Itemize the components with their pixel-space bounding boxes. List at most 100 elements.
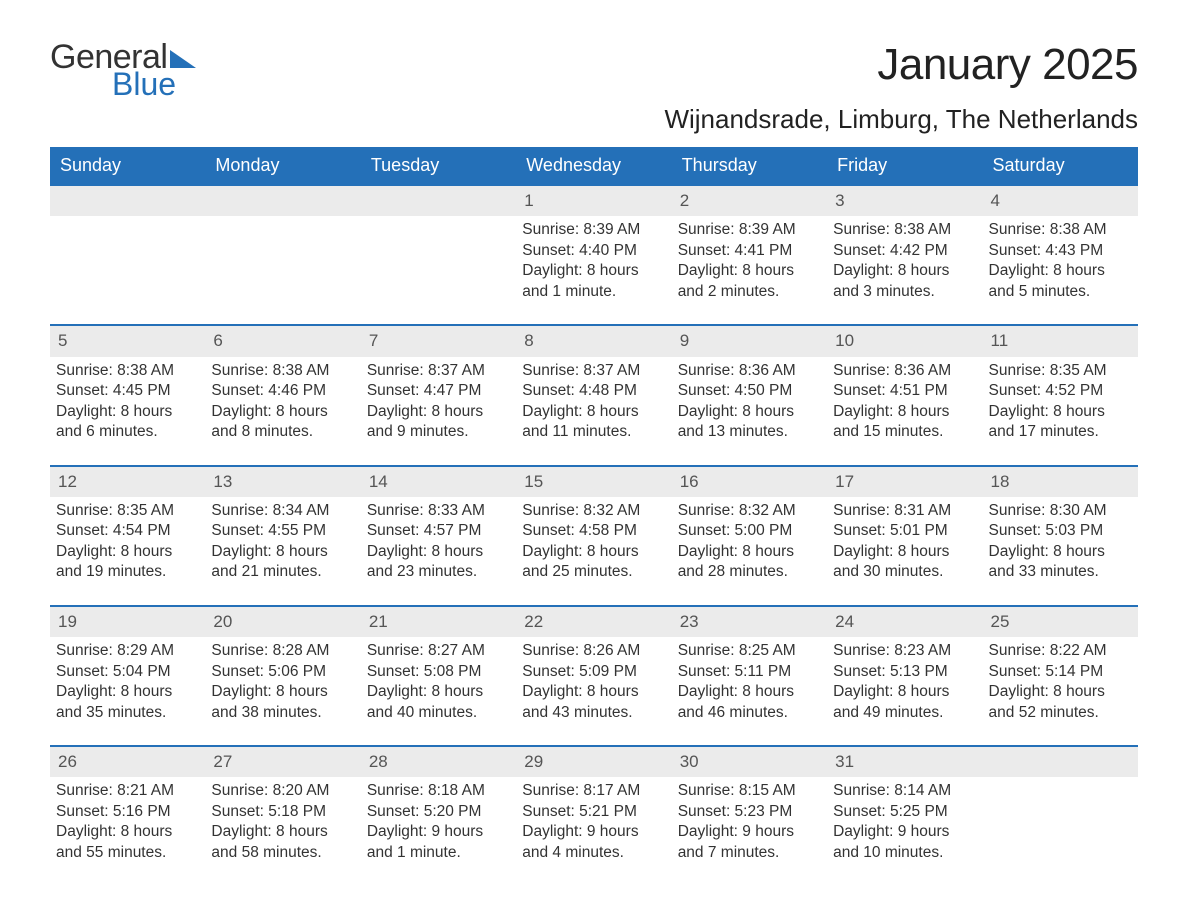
info-line: Daylight: 8 hours	[678, 542, 821, 562]
info-line: Sunrise: 8:29 AM	[56, 641, 199, 661]
info-line: and 1 minute.	[367, 843, 510, 863]
info-line: and 23 minutes.	[367, 562, 510, 582]
info-line: Sunset: 5:25 PM	[833, 802, 976, 822]
info-line: Daylight: 8 hours	[989, 682, 1132, 702]
day-number-cell: 21	[361, 606, 516, 637]
day-info-cell: Sunrise: 8:17 AMSunset: 5:21 PMDaylight:…	[516, 777, 671, 885]
day-info-cell: Sunrise: 8:31 AMSunset: 5:01 PMDaylight:…	[827, 497, 982, 606]
info-line: Sunrise: 8:38 AM	[989, 220, 1132, 240]
info-line: Sunset: 5:03 PM	[989, 521, 1132, 541]
info-line: and 13 minutes.	[678, 422, 821, 442]
day-info-cell: Sunrise: 8:38 AMSunset: 4:42 PMDaylight:…	[827, 216, 982, 325]
day-info-cell: Sunrise: 8:26 AMSunset: 5:09 PMDaylight:…	[516, 637, 671, 746]
info-line: Daylight: 8 hours	[989, 402, 1132, 422]
info-line: Sunset: 4:45 PM	[56, 381, 199, 401]
day-info-cell: Sunrise: 8:14 AMSunset: 5:25 PMDaylight:…	[827, 777, 982, 885]
day-header: Tuesday	[361, 147, 516, 185]
info-line: Sunrise: 8:39 AM	[522, 220, 665, 240]
daynum-row: 262728293031	[50, 746, 1138, 777]
day-header-row: SundayMondayTuesdayWednesdayThursdayFrid…	[50, 147, 1138, 185]
info-line: and 52 minutes.	[989, 703, 1132, 723]
day-number-cell: 7	[361, 325, 516, 356]
info-line: Sunset: 4:48 PM	[522, 381, 665, 401]
day-number-cell: 5	[50, 325, 205, 356]
day-info-cell: Sunrise: 8:38 AMSunset: 4:46 PMDaylight:…	[205, 357, 360, 466]
info-line: Sunrise: 8:20 AM	[211, 781, 354, 801]
info-line: Sunset: 5:23 PM	[678, 802, 821, 822]
info-line: Daylight: 8 hours	[678, 402, 821, 422]
info-line: Sunset: 4:43 PM	[989, 241, 1132, 261]
info-line: Sunset: 4:54 PM	[56, 521, 199, 541]
info-line: Sunset: 4:55 PM	[211, 521, 354, 541]
info-line: Sunset: 5:16 PM	[56, 802, 199, 822]
day-number-cell: 20	[205, 606, 360, 637]
info-line: and 9 minutes.	[367, 422, 510, 442]
day-number-cell: 4	[983, 185, 1138, 216]
day-info-cell	[50, 216, 205, 325]
day-info-cell: Sunrise: 8:30 AMSunset: 5:03 PMDaylight:…	[983, 497, 1138, 606]
info-line: Sunrise: 8:15 AM	[678, 781, 821, 801]
info-line: Sunset: 5:04 PM	[56, 662, 199, 682]
info-line: Sunset: 5:00 PM	[678, 521, 821, 541]
info-line: Sunrise: 8:14 AM	[833, 781, 976, 801]
info-line: Daylight: 8 hours	[989, 542, 1132, 562]
day-number-cell: 17	[827, 466, 982, 497]
info-line: Daylight: 8 hours	[211, 822, 354, 842]
info-line: Sunrise: 8:21 AM	[56, 781, 199, 801]
day-number-cell: 15	[516, 466, 671, 497]
info-line: Sunrise: 8:22 AM	[989, 641, 1132, 661]
day-header: Saturday	[983, 147, 1138, 185]
day-number-cell: 19	[50, 606, 205, 637]
day-number-cell: 12	[50, 466, 205, 497]
day-number-cell: 1	[516, 185, 671, 216]
info-line: Sunset: 4:40 PM	[522, 241, 665, 261]
info-line: and 8 minutes.	[211, 422, 354, 442]
info-line: Sunrise: 8:36 AM	[833, 361, 976, 381]
info-line: and 46 minutes.	[678, 703, 821, 723]
info-line: Sunset: 5:06 PM	[211, 662, 354, 682]
info-line: Sunrise: 8:34 AM	[211, 501, 354, 521]
day-info-cell: Sunrise: 8:32 AMSunset: 5:00 PMDaylight:…	[672, 497, 827, 606]
day-info-cell: Sunrise: 8:38 AMSunset: 4:45 PMDaylight:…	[50, 357, 205, 466]
info-line: Daylight: 8 hours	[56, 402, 199, 422]
info-line: and 15 minutes.	[833, 422, 976, 442]
info-line: and 19 minutes.	[56, 562, 199, 582]
info-line: and 3 minutes.	[833, 282, 976, 302]
info-line: and 1 minute.	[522, 282, 665, 302]
day-info-cell: Sunrise: 8:21 AMSunset: 5:16 PMDaylight:…	[50, 777, 205, 885]
info-line: Daylight: 8 hours	[989, 261, 1132, 281]
info-line: Sunset: 5:20 PM	[367, 802, 510, 822]
day-info-cell: Sunrise: 8:25 AMSunset: 5:11 PMDaylight:…	[672, 637, 827, 746]
info-line: Sunset: 5:18 PM	[211, 802, 354, 822]
day-info-cell: Sunrise: 8:27 AMSunset: 5:08 PMDaylight:…	[361, 637, 516, 746]
day-number-cell: 18	[983, 466, 1138, 497]
day-number-cell	[50, 185, 205, 216]
day-number-cell: 14	[361, 466, 516, 497]
calendar-table: SundayMondayTuesdayWednesdayThursdayFrid…	[50, 147, 1138, 885]
info-line: Sunset: 5:09 PM	[522, 662, 665, 682]
day-info-cell	[361, 216, 516, 325]
info-line: Sunset: 5:01 PM	[833, 521, 976, 541]
day-info-cell	[205, 216, 360, 325]
logo: General Blue	[50, 40, 196, 100]
day-number-cell: 2	[672, 185, 827, 216]
info-line: Daylight: 8 hours	[56, 822, 199, 842]
info-line: Daylight: 8 hours	[211, 542, 354, 562]
info-line: Sunrise: 8:37 AM	[522, 361, 665, 381]
info-line: Sunrise: 8:23 AM	[833, 641, 976, 661]
info-line: Sunrise: 8:35 AM	[56, 501, 199, 521]
info-line: Sunset: 4:50 PM	[678, 381, 821, 401]
info-line: Daylight: 8 hours	[367, 402, 510, 422]
info-row: Sunrise: 8:38 AMSunset: 4:45 PMDaylight:…	[50, 357, 1138, 466]
info-line: Sunrise: 8:28 AM	[211, 641, 354, 661]
info-line: Sunrise: 8:30 AM	[989, 501, 1132, 521]
info-line: Daylight: 8 hours	[367, 542, 510, 562]
day-number-cell: 24	[827, 606, 982, 637]
info-line: Sunrise: 8:26 AM	[522, 641, 665, 661]
day-info-cell: Sunrise: 8:35 AMSunset: 4:52 PMDaylight:…	[983, 357, 1138, 466]
info-line: Sunrise: 8:18 AM	[367, 781, 510, 801]
logo-blue-text: Blue	[112, 68, 196, 100]
day-info-cell: Sunrise: 8:22 AMSunset: 5:14 PMDaylight:…	[983, 637, 1138, 746]
day-header: Wednesday	[516, 147, 671, 185]
day-number-cell	[205, 185, 360, 216]
